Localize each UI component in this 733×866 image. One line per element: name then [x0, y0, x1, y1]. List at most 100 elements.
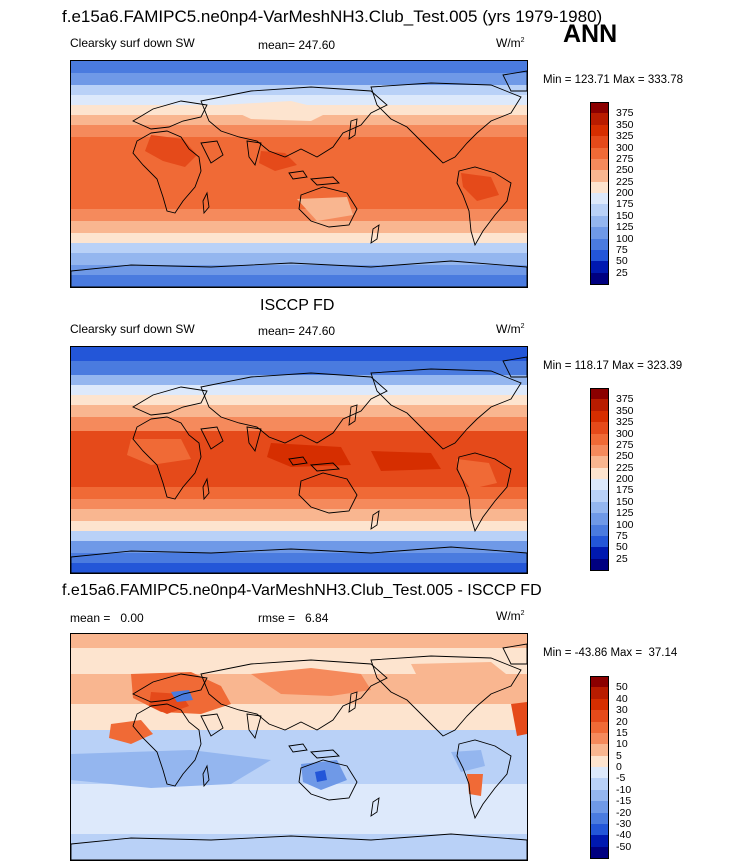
coastline	[370, 510, 380, 530]
map-region	[127, 439, 191, 465]
coastline	[71, 260, 527, 287]
coastline	[348, 691, 358, 713]
colorbar-label: 50	[616, 681, 628, 694]
map-band	[71, 531, 527, 541]
colorbar-swatch	[590, 558, 609, 571]
coastline	[71, 546, 527, 573]
panel2-title: ISCCP FD	[260, 297, 335, 314]
season-label: ANN	[563, 20, 618, 48]
panel3-rmse: rmse = 6.84	[258, 611, 329, 625]
colorbar-swatch	[590, 479, 609, 491]
map-region	[71, 750, 271, 788]
map-band	[71, 243, 527, 253]
coastline	[132, 386, 208, 416]
map-region	[297, 197, 353, 221]
colorbar-swatch	[590, 755, 609, 768]
coastline	[502, 356, 527, 378]
colorbar-label: 75	[616, 529, 628, 542]
colorbar-label: 100	[616, 232, 634, 245]
colorbar-label: 175	[616, 484, 634, 497]
panel1-mean: mean= 247.60	[258, 38, 336, 52]
colorbar-swatch	[590, 744, 609, 757]
panel1-map-svg	[71, 61, 527, 287]
map-region	[371, 451, 441, 471]
panel2-minmax: Min = 118.17 Max = 323.39	[543, 360, 683, 372]
coastline	[200, 140, 224, 164]
panel1-units: W/m2	[496, 36, 525, 50]
colorbar-label: 225	[616, 175, 634, 188]
map-band	[71, 233, 527, 243]
colorbar-label: 250	[616, 450, 634, 463]
coastline	[132, 100, 208, 130]
colorbar-label: 275	[616, 438, 634, 451]
map-band	[71, 347, 527, 361]
colorbar-swatch	[590, 158, 609, 171]
colorbar-swatch	[590, 801, 609, 813]
colorbar-label: 375	[616, 393, 634, 406]
colorbar-swatch	[590, 147, 609, 160]
coastline	[200, 86, 388, 158]
colorbar-label: 25	[616, 266, 628, 279]
colorbar-label: 275	[616, 152, 634, 165]
panel3-colorbar: 50 40 30 20 15 10 5 0 -5 -10 -15 -20 -30 -40 -50	[590, 676, 660, 859]
panel3-minmax: Min = -43.86 Max = 37.14	[543, 647, 678, 659]
panel2-units: W/m2	[496, 322, 525, 336]
colorbar-label: 40	[616, 692, 628, 705]
coastline	[202, 764, 210, 788]
colorbar-swatch	[590, 721, 609, 734]
coastline	[348, 404, 358, 426]
panel3-map	[70, 633, 528, 861]
map-band	[71, 509, 527, 521]
panel3-title: f.e15a6.FAMIPC5.ne0np4-VarMeshNH3.Club_T…	[62, 582, 542, 599]
colorbar-swatch	[590, 698, 609, 711]
map-band	[71, 209, 527, 221]
map-band	[71, 265, 527, 275]
colorbar-label: -30	[616, 817, 632, 830]
map-band	[71, 95, 527, 105]
panel1-map	[70, 60, 528, 288]
colorbar-label: -50	[616, 840, 632, 853]
colorbar-swatch	[590, 181, 609, 194]
colorbar-label: -20	[616, 806, 632, 819]
map-band	[71, 221, 527, 233]
colorbar-label: 150	[616, 495, 634, 508]
coastline	[456, 452, 512, 533]
colorbar-label: 300	[616, 427, 634, 440]
coastline	[132, 130, 202, 214]
colorbar-swatch	[590, 732, 609, 745]
coastline	[246, 426, 262, 453]
map-region	[109, 720, 153, 744]
colorbar-label: 150	[616, 209, 634, 222]
panel3-units: W/m2	[496, 609, 525, 623]
colorbar-label: 50	[616, 255, 628, 268]
map-band	[71, 784, 527, 810]
colorbar-swatch	[590, 410, 609, 423]
colorbar-label: 100	[616, 518, 634, 531]
colorbar-swatch	[590, 422, 609, 434]
colorbar-label: 350	[616, 404, 634, 417]
coastline	[246, 713, 262, 740]
map-band	[71, 73, 527, 85]
colorbar-swatch	[590, 524, 609, 537]
colorbar-label: 5	[616, 749, 622, 762]
colorbar-label: 125	[616, 507, 634, 520]
panel1-variable: Clearsky surf down SW	[70, 36, 195, 50]
coastline	[246, 140, 262, 167]
coastline	[132, 416, 202, 500]
colorbar-label: 25	[616, 552, 628, 565]
colorbar-label: 350	[616, 118, 634, 131]
colorbar-label: 375	[616, 107, 634, 120]
colorbar-label: 75	[616, 243, 628, 256]
colorbar-swatch	[590, 767, 609, 779]
map-band	[71, 385, 527, 395]
colorbar-swatch	[590, 113, 609, 126]
colorbar-swatch	[590, 433, 609, 446]
colorbar-swatch	[590, 215, 609, 228]
map-band	[71, 61, 527, 73]
panel1-colorbar: 375 350 325 300 275 250 225 200 175 150 125 100 75 50…	[590, 102, 660, 285]
colorbar-label: 125	[616, 221, 634, 234]
map-band	[71, 405, 527, 417]
coastline	[370, 655, 522, 737]
colorbar-swatch	[590, 535, 609, 548]
map-band	[71, 499, 527, 509]
